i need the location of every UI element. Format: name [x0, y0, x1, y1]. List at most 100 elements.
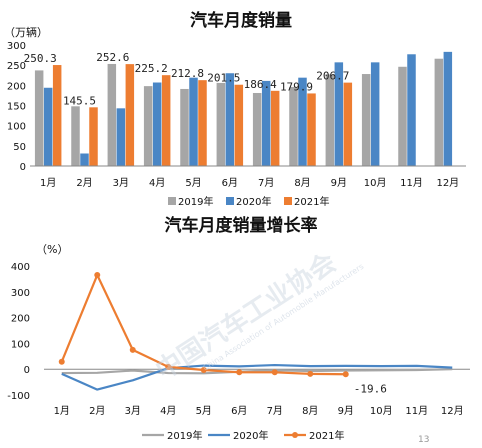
bar-xtick-label: 5月	[185, 177, 201, 189]
bar-2019年-8月	[289, 86, 298, 166]
bar-2019年-3月	[107, 63, 117, 166]
bar-2019年-12月	[434, 58, 444, 166]
bar-data-label: 186.4	[244, 78, 277, 91]
line-point-8月	[307, 370, 314, 377]
bar-data-label: 252.6	[96, 51, 129, 64]
bar-xtick-label: 6月	[222, 177, 238, 189]
bar-chart-xaxis: 1月 2月 3月 4月 5月 6月 7月 8月 9月 10月 11月 12月	[40, 177, 459, 189]
bar-xtick-label: 4月	[149, 177, 165, 189]
bar-2021年-8月	[307, 93, 316, 166]
line-point-7月	[271, 369, 278, 376]
bar-2019年-9月	[325, 74, 335, 166]
bar-ytick-label: 250	[7, 61, 26, 72]
bar-2021年-2月	[89, 107, 98, 166]
line-xtick-label: 9月	[338, 405, 354, 417]
line-point-5月	[200, 366, 207, 373]
line-xtick-label: 5月	[196, 405, 212, 417]
legend-swatch-2019年	[168, 197, 176, 205]
bar-2020年-11月	[407, 54, 416, 166]
line-series-2019年	[61, 368, 453, 375]
bar-2020年-9月	[334, 62, 344, 166]
bar-ytick-label: 0	[20, 162, 26, 173]
line-chart-ylabel: （%）	[36, 243, 68, 256]
line-chart-yaxis: 400 300 200 100 0 -100	[7, 262, 30, 402]
bar-2020年-3月	[116, 108, 126, 166]
line-xtick-label: 6月	[231, 405, 247, 417]
bar-2021年-6月	[234, 84, 244, 166]
bar-ytick-label: 100	[7, 122, 26, 133]
bar-ytick-label: 50	[13, 142, 26, 153]
bar-xtick-label: 9月	[331, 177, 347, 189]
bar-2021年-5月	[198, 80, 207, 166]
line-point-4月	[165, 363, 172, 370]
bar-2021年-9月	[343, 82, 353, 166]
line-xtick-label: 11月	[405, 405, 428, 417]
bar-2019年-6月	[216, 82, 226, 166]
bar-data-label: 206.7	[316, 70, 349, 83]
line-chart-xaxis: 1月 2月 3月 4月 5月 6月 7月 8月 9月 10月 11月 12月	[54, 405, 464, 417]
legend-label: 2021年	[294, 195, 329, 208]
legend-label: 2019年	[178, 195, 213, 208]
bar-2021年-4月	[161, 75, 171, 166]
legend-label: 2021年	[309, 429, 344, 442]
bar-xtick-label: 11月	[400, 177, 423, 189]
bar-xtick-label: 10月	[364, 177, 387, 189]
bar-data-label: 179.9	[280, 80, 313, 93]
line-point-9月	[342, 371, 349, 378]
bar-2020年-8月	[298, 77, 307, 166]
bar-ytick-label: 200	[7, 81, 26, 92]
bar-2020年-7月	[261, 80, 271, 166]
bar-data-label: 145.5	[63, 94, 96, 107]
legend-swatch-2020年	[226, 197, 234, 205]
line-point-1月	[58, 358, 65, 365]
line-xtick-label: 8月	[302, 405, 318, 417]
bar-chart-bars	[34, 51, 453, 166]
bar-2019年-11月	[398, 66, 407, 166]
line-series-2020年	[61, 363, 453, 391]
page-number: 13	[418, 435, 429, 445]
line-ytick-label: 0	[24, 365, 30, 376]
line-xtick-label: 10月	[370, 405, 393, 417]
line-ytick-label: 100	[11, 339, 30, 350]
line-point-6月	[236, 369, 243, 376]
bar-2020年-6月	[225, 73, 235, 166]
line-ytick-label: 400	[11, 262, 30, 273]
line-xtick-label: 7月	[267, 405, 283, 417]
line-chart-series	[58, 272, 453, 391]
bar-xtick-label: 8月	[294, 177, 310, 189]
bar-data-label: 201.5	[207, 72, 240, 85]
bar-xtick-label: 2月	[76, 177, 92, 189]
bar-2019年-1月	[34, 70, 44, 166]
legend-marker	[292, 432, 298, 438]
line-chart-legend: 2019年 2020年 2021年	[142, 429, 344, 442]
line-point-3月	[129, 346, 136, 353]
line-chart: 汽车月度销量增长率 （%） 400 300 200 100 0 -100 1月 2月 3月 4月…	[7, 215, 470, 442]
bar-chart-legend: 2019年 2020年 2021年	[168, 195, 329, 208]
line-xtick-label: 12月	[441, 405, 464, 417]
bar-xtick-label: 3月	[113, 177, 129, 189]
legend-swatch-2021年	[284, 197, 292, 205]
line-chart-title: 汽车月度销量增长率	[165, 215, 318, 236]
bar-xtick-label: 7月	[258, 177, 274, 189]
bar-2020年-10月	[370, 62, 380, 166]
bar-chart-title: 汽车月度销量	[190, 10, 292, 31]
bar-2020年-4月	[152, 82, 162, 166]
line-xtick-label: 2月	[89, 405, 105, 417]
bar-2019年-10月	[361, 74, 371, 166]
bar-xtick-label: 1月	[40, 177, 56, 189]
bar-2019年-2月	[71, 106, 80, 166]
bar-2020年-2月	[80, 153, 89, 166]
bar-data-label: 225.2	[135, 62, 168, 75]
legend-label: 2019年	[167, 429, 202, 442]
line-xtick-label: 4月	[160, 405, 176, 417]
bar-2021年-1月	[52, 65, 62, 166]
line-xtick-label: 3月	[125, 405, 141, 417]
bar-xtick-label: 12月	[436, 177, 459, 189]
bar-2020年-12月	[443, 51, 453, 166]
bar-2021年-3月	[125, 64, 135, 166]
bar-data-label: 250.3	[24, 52, 57, 65]
bar-2021年-7月	[270, 90, 280, 166]
bar-2020年-1月	[43, 87, 53, 166]
line-ytick-label: 300	[11, 288, 30, 299]
